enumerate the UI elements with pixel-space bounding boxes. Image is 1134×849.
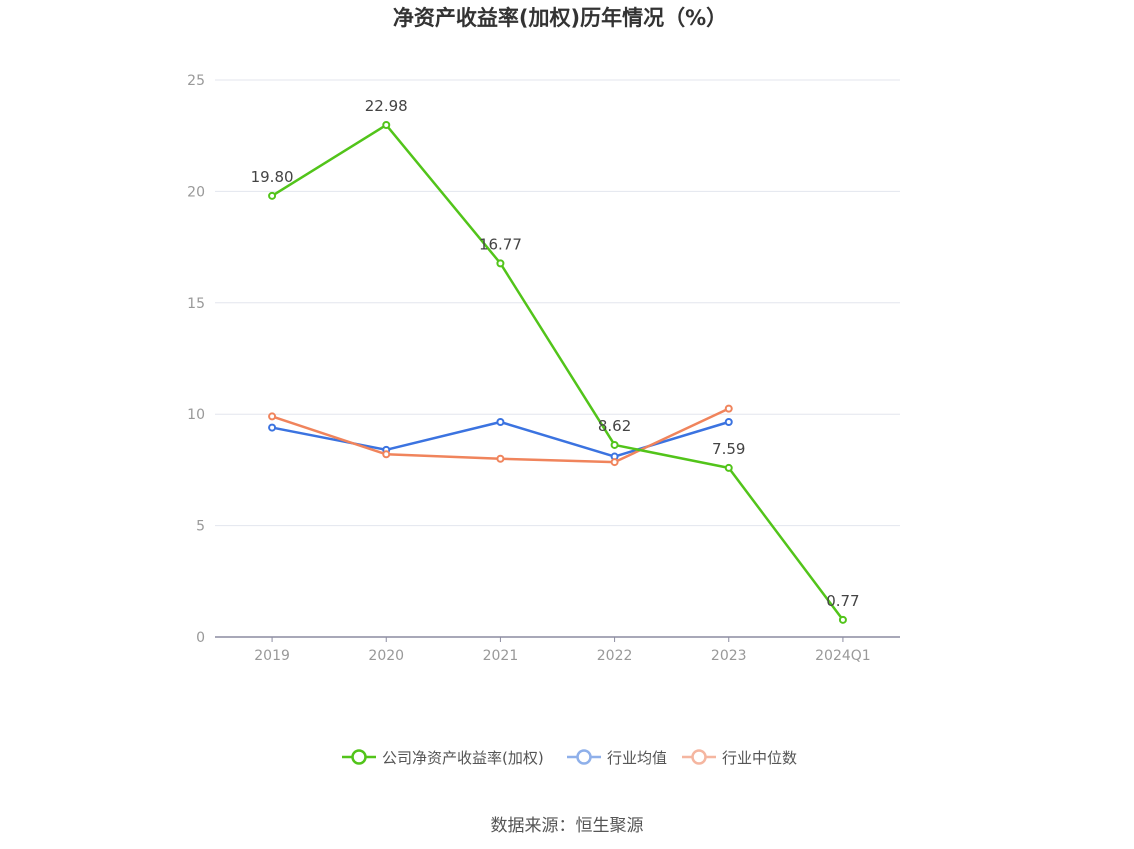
y-tick-label: 20	[187, 184, 205, 200]
grid-lines: 0 5 10 15 20 25	[187, 73, 900, 646]
y-tick-label: 0	[196, 630, 205, 646]
y-tick-label: 10	[187, 407, 205, 423]
legend-marker	[691, 749, 707, 765]
x-tick-label: 2023	[711, 648, 747, 664]
data-point	[382, 121, 391, 130]
data-point	[382, 450, 391, 459]
chart-title: 净资产收益率(加权)历年情况（%）	[393, 6, 727, 30]
data-labels: 19.80 22.98 16.77 8.62 7.59 0.77	[251, 97, 860, 610]
series-group	[268, 121, 847, 624]
legend-label[interactable]: 行业均值	[607, 749, 667, 767]
data-label: 7.59	[712, 440, 745, 458]
legend-label[interactable]: 行业中位数	[722, 749, 797, 767]
data-label: 8.62	[598, 417, 631, 435]
x-tick-label: 2019	[254, 648, 290, 664]
data-point	[268, 412, 277, 421]
data-point	[724, 463, 733, 472]
data-point	[724, 404, 733, 413]
data-label: 22.98	[365, 97, 408, 115]
data-point	[268, 423, 277, 432]
axes: 2019 2020 2021 2022 2023 2024Q1	[215, 636, 900, 664]
data-point	[496, 259, 505, 268]
data-label: 0.77	[826, 592, 859, 610]
data-point	[496, 417, 505, 426]
x-tick-label: 2020	[368, 648, 404, 664]
data-point	[724, 417, 733, 426]
y-tick-label: 15	[187, 296, 205, 312]
x-tick-label: 2024Q1	[815, 648, 871, 664]
data-point	[838, 615, 847, 624]
y-tick-label: 25	[187, 73, 205, 89]
x-tick-label: 2021	[483, 648, 519, 664]
y-tick-label: 5	[196, 519, 205, 535]
legend-label[interactable]: 公司净资产收益率(加权)	[382, 749, 544, 767]
legend-marker	[351, 749, 367, 765]
legend-marker	[576, 749, 592, 765]
data-point	[610, 458, 619, 467]
series-line	[271, 123, 844, 621]
data-label: 16.77	[479, 235, 522, 253]
legend[interactable]: 公司净资产收益率(加权) 行业均值 行业中位数	[342, 749, 797, 767]
data-point	[496, 454, 505, 463]
data-label: 19.80	[251, 168, 294, 186]
data-point	[610, 440, 619, 449]
data-point	[268, 191, 277, 200]
x-tick-label: 2022	[597, 648, 633, 664]
source-note: 数据来源：恒生聚源	[491, 816, 644, 836]
